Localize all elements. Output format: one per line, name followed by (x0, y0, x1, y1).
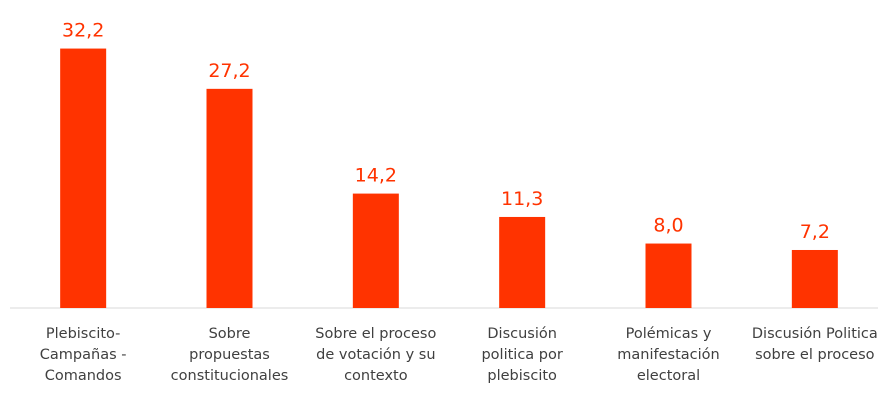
data-label: 8,0 (653, 215, 683, 237)
bar (499, 216, 546, 308)
x-tick-label: Sobre el proceso de votación y su contex… (315, 326, 437, 384)
bar (206, 88, 253, 309)
x-tick-label: Polémicas y manifestación electoral (617, 326, 720, 384)
x-tick-label: Discusión politica por plebiscito (481, 326, 563, 384)
x-tick-label: Sobre propuestas constitucionales (170, 326, 289, 384)
bar (791, 249, 838, 308)
data-label: 11,3 (501, 188, 543, 210)
x-tick-label: Plebiscito-Campañas - Comandos (39, 326, 127, 384)
data-label: 7,2 (800, 221, 830, 243)
data-label: 27,2 (208, 60, 250, 82)
data-label: 32,2 (62, 20, 104, 42)
data-label: 14,2 (355, 165, 397, 187)
bar (352, 193, 399, 308)
bar (60, 48, 107, 309)
x-tick-label: Discusión Politica sobre el proceso (751, 326, 878, 363)
bar (645, 243, 692, 308)
